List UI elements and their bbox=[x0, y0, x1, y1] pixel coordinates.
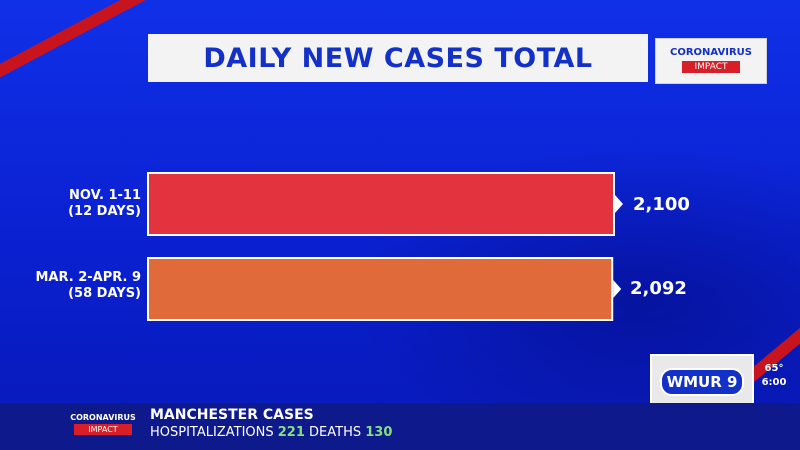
hospitalizations-label: HOSPITALIZATIONS bbox=[150, 425, 274, 440]
badge-line-2: IMPACT bbox=[682, 61, 740, 73]
ticker-title: MANCHESTER CASES bbox=[150, 407, 314, 423]
bar-pointer-1 bbox=[613, 280, 622, 298]
chart-title: DAILY NEW CASES TOTAL bbox=[203, 42, 593, 74]
hospitalizations-value: 221 bbox=[277, 425, 305, 440]
coronavirus-impact-badge: CORONAVIRUS IMPACT bbox=[655, 38, 767, 84]
deaths-label: DEATHS bbox=[309, 425, 362, 440]
ticker-badge-line-2: IMPACT bbox=[74, 424, 132, 435]
value-label-1: 2,092 bbox=[630, 278, 687, 299]
badge-line-1: CORONAVIRUS bbox=[670, 47, 752, 58]
category-label-0-line-1: NOV. 1-11 bbox=[69, 188, 141, 203]
clock-time: 6:00 bbox=[761, 377, 787, 388]
ticker-bar: CORONAVIRUS IMPACT MANCHESTER CASES HOSP… bbox=[0, 403, 800, 450]
category-label-1-line-1: MAR. 2-APR. 9 bbox=[35, 270, 141, 285]
category-label-0-line-2: (12 DAYS) bbox=[68, 204, 141, 219]
category-label-0: NOV. 1-11 (12 DAYS) bbox=[6, 188, 141, 220]
station-logo: WMUR 9 bbox=[650, 354, 754, 406]
weather-time: 65° 6:00 bbox=[756, 362, 792, 390]
bar-0 bbox=[147, 172, 615, 236]
wmur-logo-text: WMUR 9 bbox=[660, 368, 744, 396]
ticker-badge-line-1: CORONAVIRUS bbox=[70, 413, 136, 422]
bar-1 bbox=[147, 257, 614, 321]
ticker-badge: CORONAVIRUS IMPACT bbox=[70, 413, 136, 437]
deaths-value: 130 bbox=[365, 425, 393, 440]
category-label-1: MAR. 2-APR. 9 (58 DAYS) bbox=[6, 270, 141, 302]
category-label-1-line-2: (58 DAYS) bbox=[68, 286, 141, 301]
title-bar: DAILY NEW CASES TOTAL bbox=[148, 34, 648, 82]
temperature: 65° bbox=[764, 363, 784, 374]
ticker-stats: HOSPITALIZATIONS 221 DEATHS 130 bbox=[150, 425, 392, 440]
bar-pointer-0 bbox=[615, 195, 623, 213]
value-label-0: 2,100 bbox=[633, 194, 690, 215]
